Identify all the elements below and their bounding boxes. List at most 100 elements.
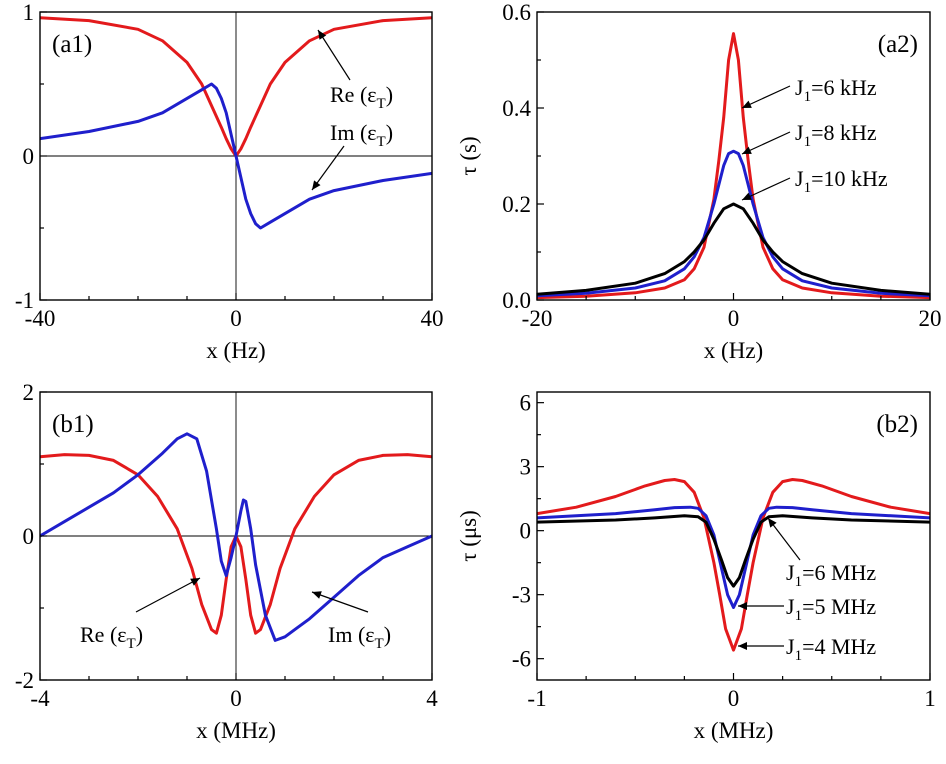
series-group: [537, 478, 930, 652]
annotation-part: Re (ε: [80, 622, 127, 647]
annotation-subscript: T: [127, 636, 136, 652]
x-axis-label: x (Hz): [206, 338, 265, 363]
annotation-arrow-head: [742, 192, 752, 200]
x-tick-label: -1: [527, 686, 546, 711]
annotation-label: Im (εT): [330, 120, 393, 150]
series-group: [537, 32, 930, 300]
annotation-subscript: 1: [804, 89, 812, 105]
y-tick-label: 0: [23, 144, 35, 169]
annotation-part: =5 MHz: [802, 594, 876, 619]
series-line-1: [537, 32, 930, 300]
annotation-label: J1=5 MHz: [786, 594, 876, 624]
annotation-label: J1=10 kHz: [795, 166, 888, 196]
y-tick-label: 0: [23, 524, 35, 549]
series-group: [40, 432, 432, 642]
panel-label: (a1): [52, 31, 92, 58]
annotation-part: ): [136, 622, 143, 647]
annotation-subscript: 1: [804, 180, 812, 196]
annotation-arrow-line: [317, 29, 351, 81]
y-tick-label: -2: [15, 668, 34, 693]
y-tick-label: 0.6: [502, 0, 531, 25]
y-tick-label: 3: [520, 455, 532, 480]
annotation-arrow-head: [318, 30, 327, 40]
y-tick-label: -1: [15, 288, 34, 313]
annotation-label: J1=8 kHz: [795, 120, 877, 150]
x-tick-label: 1: [924, 686, 936, 711]
annotation-arrow-head: [742, 146, 752, 154]
annotation-arrow-head: [312, 591, 322, 599]
x-tick-label: 0: [728, 686, 740, 711]
annotation-part: Im (ε: [330, 120, 377, 145]
annotation-part: J: [786, 594, 795, 619]
x-tick-label: 0: [230, 306, 242, 331]
annotation-part: ): [384, 622, 391, 647]
series-line-3: [537, 202, 930, 296]
annotation-part: ): [386, 120, 393, 145]
x-tick-label: 0: [230, 686, 242, 711]
panel-label: (a2): [878, 31, 918, 58]
annotation-part: =6 MHz: [802, 560, 876, 585]
annotation-subscript: T: [375, 636, 384, 652]
x-tick-label: -4: [30, 686, 50, 711]
annotation-label: J1=6 kHz: [795, 75, 877, 105]
y-tick-label: 2: [23, 380, 35, 405]
annotation-part: J: [786, 634, 795, 659]
annotation-label: Im (εT): [328, 622, 391, 652]
annotation-part: =4 MHz: [802, 634, 876, 659]
annotation-label: J1=6 MHz: [786, 560, 876, 590]
x-axis-label: x (MHz): [196, 718, 276, 743]
y-axis-label: τ (s): [456, 136, 481, 175]
y-tick-label: -3: [512, 583, 531, 608]
annotation-subscript: 1: [804, 134, 812, 150]
series-line-2: [537, 505, 930, 609]
series-line-3: [537, 514, 930, 588]
annotation-part: =10 kHz: [811, 166, 888, 191]
x-tick-label: 4: [426, 686, 438, 711]
annotation-label: Re (εT): [80, 622, 143, 652]
series-line-1: [537, 478, 930, 652]
annotation-arrow-head: [738, 642, 747, 650]
y-tick-label: 0: [520, 519, 532, 544]
annotation-subscript: 1: [795, 648, 803, 664]
annotation-arrow-head: [190, 578, 200, 586]
annotation-label: Re (εT): [330, 82, 393, 112]
panel-label: (b2): [876, 411, 918, 438]
y-tick-label: -6: [512, 647, 531, 672]
y-tick-label: 0.2: [502, 192, 531, 217]
annotation-part: ): [386, 82, 393, 107]
annotation-label: J1=4 MHz: [786, 634, 876, 664]
annotation-subscript: T: [377, 96, 386, 112]
y-tick-label: 0.4: [502, 96, 531, 121]
annotation-subscript: T: [377, 134, 386, 150]
annotation-part: J: [795, 166, 804, 191]
y-tick-label: 1: [23, 0, 35, 25]
x-tick-label: 20: [919, 306, 942, 331]
annotation-part: J: [795, 120, 804, 145]
panel-label: (b1): [52, 411, 94, 438]
annotation-subscript: 1: [795, 574, 803, 590]
annotation-part: =8 kHz: [811, 120, 877, 145]
x-tick-label: 0: [728, 306, 740, 331]
x-tick-label: 40: [421, 306, 444, 331]
y-axis-label: τ (μs): [456, 510, 481, 562]
annotation-arrow-line: [135, 577, 201, 613]
annotation-arrow-head: [742, 100, 752, 108]
annotation-arrow-line: [311, 591, 369, 613]
x-axis-label: x (Hz): [704, 338, 763, 363]
annotation-arrow-head: [312, 180, 321, 190]
y-tick-label: 6: [520, 391, 532, 416]
axis-frame: [536, 11, 931, 301]
y-tick-label: 0.0: [502, 288, 531, 313]
annotation-part: Re (ε: [330, 82, 377, 107]
panel-a2: -20 0 200.00.20.40.6x (Hz)τ (s)(a2)J1=6 kH…: [456, 0, 942, 363]
annotation-part: Im (ε: [328, 622, 375, 647]
annotation-arrow-head: [768, 518, 777, 528]
annotation-part: J: [786, 560, 795, 585]
series-line-2: [40, 82, 432, 230]
series-group: [40, 16, 432, 230]
annotation-subscript: 1: [795, 608, 803, 624]
series-line-2: [40, 432, 432, 642]
